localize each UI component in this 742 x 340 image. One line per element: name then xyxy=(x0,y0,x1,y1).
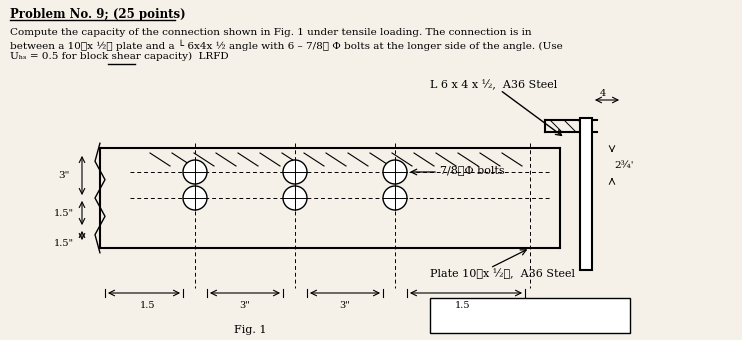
Text: 1.5: 1.5 xyxy=(455,301,470,310)
Circle shape xyxy=(183,160,207,184)
Circle shape xyxy=(183,186,207,210)
Circle shape xyxy=(383,160,407,184)
Text: 3": 3" xyxy=(240,301,251,310)
Bar xyxy=(430,298,630,333)
Text: 1.5": 1.5" xyxy=(54,239,74,249)
Text: 7/8⊾Φ bolts: 7/8⊾Φ bolts xyxy=(440,165,505,175)
Circle shape xyxy=(283,160,307,184)
Text: 1.5": 1.5" xyxy=(54,208,74,218)
Text: Problem No. 9; (25 points): Problem No. 9; (25 points) xyxy=(10,8,185,21)
Text: Uₕₛ = 0.5 for block shear capacity)  LRFD: Uₕₛ = 0.5 for block shear capacity) LRFD xyxy=(10,52,229,61)
Text: 3": 3" xyxy=(59,171,70,181)
Text: 2¾': 2¾' xyxy=(614,160,634,170)
Text: L 6 x 4 x ½,  A36 Steel: L 6 x 4 x ½, A36 Steel xyxy=(430,80,557,90)
Text: Compute the capacity of the connection shown in Fig. 1 under tensile loading. Th: Compute the capacity of the connection s… xyxy=(10,28,531,37)
Text: 1.5: 1.5 xyxy=(139,301,155,310)
Circle shape xyxy=(383,186,407,210)
Circle shape xyxy=(283,186,307,210)
Text: 3": 3" xyxy=(340,301,350,310)
Text: 4: 4 xyxy=(600,89,606,98)
Bar xyxy=(580,118,592,270)
Text: between a 10⊾x ½⊾ plate and a └ 6x4x ½ angle with 6 – 7/8⊾ Φ bolts at the longer: between a 10⊾x ½⊾ plate and a └ 6x4x ½ a… xyxy=(10,40,562,51)
Text: Fig. 1: Fig. 1 xyxy=(234,325,266,335)
Text: Plate 10⊾x ½⊾,  A36 Steel: Plate 10⊾x ½⊾, A36 Steel xyxy=(430,268,575,279)
